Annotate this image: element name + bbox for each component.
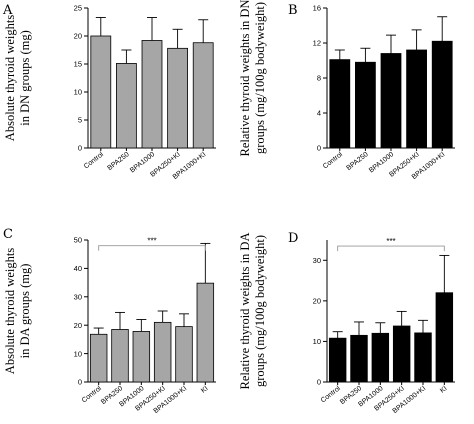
y-tick-label: 8: [317, 74, 321, 83]
y-tick-label: 16: [313, 4, 321, 13]
y-tick-label: 0: [78, 378, 82, 387]
y-tick-label: 30: [313, 256, 321, 265]
significance-bracket: [98, 245, 206, 251]
y-tick-label: 10: [74, 88, 82, 97]
panel-letter: A: [2, 3, 13, 18]
bar: [414, 332, 432, 383]
y-axis-label-line: Absolute thyroid weights: [3, 15, 17, 142]
bar: [350, 334, 368, 383]
y-tick-label: 10: [74, 349, 82, 358]
y-axis-label-line: groups (mg/100g bodyweight): [253, 2, 267, 154]
x-tick-label: Control: [83, 151, 105, 171]
bar: [116, 63, 137, 149]
bar: [328, 337, 347, 383]
panel-d: D Relative thyroid weights in DAgroups (m…: [238, 231, 455, 415]
y-axis-label-line: in DA groups (mg): [18, 264, 32, 359]
bar: [435, 292, 454, 383]
y-axis-label: Absolute thyroid weightsin DN groups (mg…: [3, 15, 32, 142]
y-axis-label-line: Relative thyroid weights in DN: [238, 0, 252, 156]
significance-bracket: [337, 245, 445, 252]
significance-label: ***: [386, 237, 395, 246]
y-tick-label: 30: [74, 293, 82, 302]
bar: [392, 325, 411, 383]
x-tick-label: KI: [439, 385, 449, 395]
y-axis-label: Relative thyroid weights in DAgroups (mg…: [238, 233, 267, 390]
bar: [355, 61, 376, 149]
y-tick-label: 0: [317, 144, 321, 153]
bar: [132, 331, 151, 383]
bar: [167, 47, 188, 149]
y-tick-label: 15: [74, 60, 82, 69]
y-tick-label: 0: [317, 378, 321, 387]
y-tick-label: 20: [74, 321, 82, 330]
y-tick-label: 12: [313, 39, 321, 48]
bar: [371, 332, 390, 383]
y-tick-label: 4: [317, 109, 321, 118]
bar: [192, 42, 214, 149]
bar: [196, 282, 215, 383]
significance-label: ***: [147, 237, 156, 246]
x-tick-label: BPA250: [106, 151, 130, 172]
y-tick-label: 50: [74, 236, 82, 245]
y-tick-label: 40: [74, 264, 82, 273]
panel-b: B Relative thyroid weights in DNgroups (m…: [238, 0, 455, 181]
panel-letter: B: [288, 3, 298, 18]
y-axis-label-line: groups (mg/100g bodyweight): [253, 235, 267, 387]
y-tick-label: 5: [78, 116, 82, 125]
bar: [111, 329, 129, 383]
y-tick-label: 0: [78, 144, 82, 153]
y-tick-label: 20: [313, 297, 321, 306]
y-axis-label: Absolute thyroid weightsin DA groups (mg…: [3, 248, 32, 375]
x-tick-label: KI: [200, 385, 210, 395]
y-tick-label: 10: [313, 337, 321, 346]
panel-c: C Absolute thyroid weightsin DA groups (m…: [3, 227, 216, 415]
bar: [431, 40, 453, 149]
bar: [329, 59, 351, 149]
panel-letter: C: [3, 227, 13, 242]
bar: [380, 53, 402, 149]
x-tick-label: BPA250: [345, 151, 369, 172]
y-axis-label-line: Relative thyroid weights in DA: [238, 233, 252, 390]
y-axis-label: Relative thyroid weights in DNgroups (mg…: [238, 0, 267, 156]
panel-letter: D: [288, 231, 298, 246]
y-tick-label: 25: [74, 4, 82, 13]
y-tick-label: 20: [74, 32, 82, 41]
bar: [406, 49, 427, 149]
bar: [175, 326, 193, 383]
y-axis-label-line: in DN groups (mg): [18, 30, 32, 125]
bar: [141, 40, 163, 149]
bar: [90, 35, 112, 149]
bar: [89, 333, 108, 383]
bar: [153, 321, 172, 383]
x-tick-label: Control: [322, 151, 344, 171]
y-axis-label-line: Absolute thyroid weights: [3, 248, 17, 375]
